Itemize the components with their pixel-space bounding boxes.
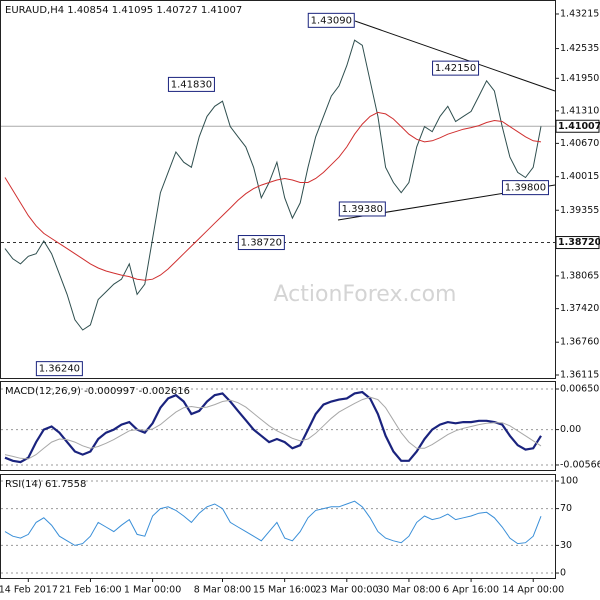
- annotation-label: 1.39800: [505, 183, 546, 194]
- x-tick-label: 30 Mar 08:00: [377, 585, 440, 596]
- panel-title: EURAUD,H4 1.40854 1.41095 1.40727 1.4100…: [5, 5, 242, 16]
- series-line: [4, 111, 542, 281]
- annotation-label: 1.42150: [435, 63, 476, 74]
- x-tick-label: 23 Mar 00:00: [315, 585, 378, 596]
- watermark: ActionForex.com: [274, 282, 457, 307]
- x-tick-label: 15 Mar 16:00: [253, 585, 316, 596]
- x-tick-label: 14 Feb 2017: [0, 585, 58, 596]
- annotation-label: 1.41830: [171, 79, 212, 90]
- series-line: [4, 500, 542, 546]
- y-tick-label: 1.43215: [560, 8, 599, 19]
- y-tick-label: 100: [560, 475, 578, 486]
- y-tick-label: 1.40015: [560, 171, 599, 182]
- annotation-box: [501, 180, 549, 196]
- y-tick-label: 1.36115: [560, 370, 599, 381]
- panel-frame: [0, 381, 556, 471]
- annotation-box: [237, 235, 285, 251]
- annotation-label: 1.36240: [39, 364, 80, 375]
- y-tick-label: 1.42535: [560, 43, 599, 54]
- y-tick-label: 1.37420: [560, 303, 599, 314]
- level-label: 1.41007: [558, 121, 600, 132]
- annotation-box: [307, 12, 355, 28]
- annotation-box: [432, 60, 480, 76]
- y-tick-label: 0.006501: [560, 383, 600, 394]
- resistance-trendline: [354, 20, 556, 92]
- x-tick-label: 8 Mar 08:00: [194, 585, 251, 596]
- x-tick-label: 1 Mar 00:00: [124, 585, 181, 596]
- annotation-box: [338, 201, 386, 217]
- y-tick-label: 1.41310: [560, 105, 599, 116]
- panel-title: RSI(14) 61.7558: [5, 479, 86, 490]
- annotation-label: 1.39380: [342, 204, 383, 215]
- y-tick-label: 0.00: [560, 424, 581, 435]
- panel-frame: [0, 474, 556, 579]
- annotation-label: 1.43090: [311, 15, 352, 26]
- level-box: [555, 236, 600, 250]
- panel-title: MACD(12,26,9) -0.000997 -0.002616: [5, 386, 190, 397]
- x-tick-label: 6 Apr 16:00: [443, 585, 499, 596]
- panel-frame: [0, 0, 556, 379]
- y-tick-label: -0.005666: [560, 459, 600, 470]
- y-tick-label: 1.36760: [560, 337, 599, 348]
- series-line: [4, 39, 542, 331]
- annotation-label: 1.38720: [241, 238, 282, 249]
- x-tick-label: 14 Apr 00:00: [502, 585, 564, 596]
- y-tick-label: 1.41950: [560, 73, 599, 84]
- series-line: [4, 390, 542, 464]
- level-box: [555, 119, 600, 133]
- series-line: [4, 396, 542, 460]
- level-label: 1.38720: [558, 237, 600, 248]
- y-tick-label: 70: [560, 503, 572, 514]
- y-tick-label: 1.40670: [560, 138, 599, 149]
- y-tick-label: 0: [560, 568, 566, 579]
- y-tick-label: 1.39355: [560, 205, 599, 216]
- y-tick-label: 1.38065: [560, 270, 599, 281]
- annotation-box: [167, 76, 215, 92]
- y-tick-label: 30: [560, 540, 572, 551]
- annotation-box: [35, 361, 83, 377]
- x-tick-label: 21 Feb 16:00: [59, 585, 121, 596]
